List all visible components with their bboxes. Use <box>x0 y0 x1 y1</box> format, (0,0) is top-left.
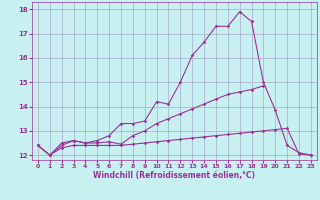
X-axis label: Windchill (Refroidissement éolien,°C): Windchill (Refroidissement éolien,°C) <box>93 171 255 180</box>
